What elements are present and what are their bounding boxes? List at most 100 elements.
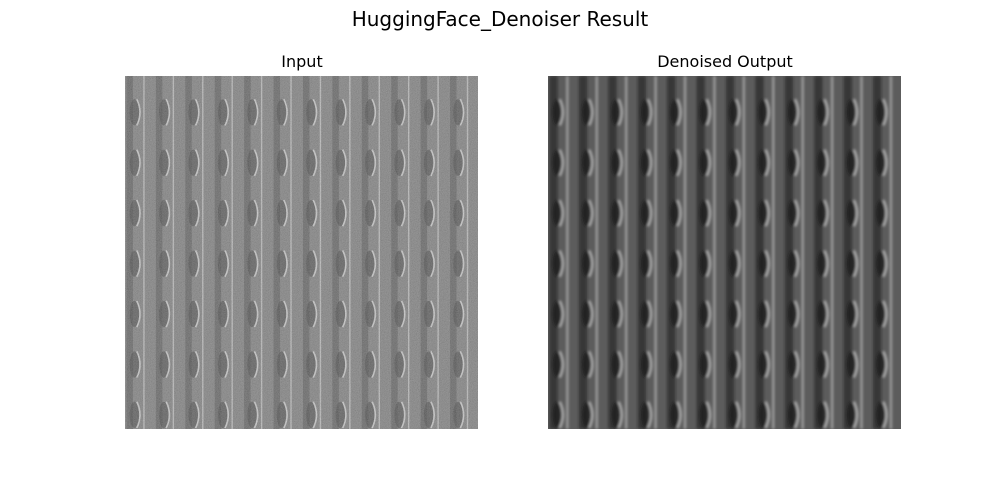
texture-motif-dark <box>876 200 886 227</box>
texture-motif-dark <box>552 300 563 328</box>
texture-motif-dark <box>817 149 827 176</box>
output-motifs <box>552 98 888 429</box>
texture-motif-dark <box>640 99 651 126</box>
texture-motif-arc <box>882 199 888 227</box>
texture-motif-dark <box>640 149 651 176</box>
texture-motif-dark <box>611 300 621 328</box>
texture-motif-arc <box>558 300 565 328</box>
texture-motif-arc <box>705 98 712 126</box>
texture-motif-dark <box>817 351 827 378</box>
texture-motif-arc <box>588 199 594 227</box>
texture-motif-dark <box>846 149 857 176</box>
texture-motif-dark <box>876 351 886 378</box>
texture-motif-arc <box>852 149 859 177</box>
input-image <box>125 76 478 429</box>
texture-motif-dark <box>582 401 592 428</box>
texture-motif-arc <box>558 249 565 278</box>
texture-motif-dark <box>788 300 798 328</box>
texture-motif-arc <box>676 300 682 328</box>
texture-motif-dark <box>758 351 769 378</box>
texture-bright-line <box>713 76 716 429</box>
texture-motif-arc <box>852 98 859 126</box>
figure-title: HuggingFace_Denoiser Result <box>351 7 649 31</box>
denoised-texture <box>548 76 901 429</box>
texture-motif-dark <box>729 401 739 428</box>
texture-motif-dark <box>758 200 769 227</box>
texture-motif-dark <box>817 250 827 277</box>
texture-motif-dark <box>729 149 739 176</box>
texture-motif-arc <box>794 98 800 126</box>
texture-motif-dark <box>846 99 857 126</box>
texture-motif-arc <box>735 149 741 177</box>
texture-motif-arc <box>647 350 653 379</box>
texture-motif-arc <box>764 300 771 328</box>
texture-motif-arc <box>588 249 594 278</box>
texture-motif-dark <box>611 149 621 176</box>
texture-motif-arc <box>764 249 771 278</box>
texture-motif-dark <box>699 99 710 126</box>
texture-motif-arc <box>735 350 741 379</box>
texture-motif-arc <box>852 350 859 379</box>
output-columns <box>549 76 893 429</box>
texture-motif-dark <box>640 200 651 227</box>
texture-motif-dark <box>670 200 680 227</box>
texture-bright-line <box>595 76 598 429</box>
texture-motif-arc <box>676 249 682 278</box>
texture-motif-dark <box>788 401 798 428</box>
texture-motif-arc <box>647 249 653 278</box>
texture-motif-dark <box>699 351 710 378</box>
texture-motif-arc <box>647 300 653 328</box>
texture-motif-arc <box>647 401 653 429</box>
texture-motif-arc <box>588 350 594 379</box>
texture-motif-arc <box>617 300 623 328</box>
texture-motif-dark <box>846 200 857 227</box>
texture-bright-line <box>772 76 775 429</box>
texture-motif-dark <box>552 351 563 378</box>
texture-motif-arc <box>676 149 682 177</box>
texture-motif-arc <box>764 98 771 126</box>
texture-motif-dark <box>640 351 651 378</box>
texture-motif-dark <box>552 200 563 227</box>
texture-motif-arc <box>617 149 623 177</box>
texture-motif-dark <box>552 250 563 277</box>
texture-motif-arc <box>558 149 565 177</box>
texture-motif-dark <box>846 250 857 277</box>
texture-motif-dark <box>876 300 886 328</box>
texture-motif-arc <box>764 149 771 177</box>
texture-bright-line <box>566 76 569 429</box>
texture-motif-arc <box>558 350 565 379</box>
texture-motif-dark <box>640 401 651 428</box>
texture-motif-dark <box>729 99 739 126</box>
texture-motif-arc <box>588 401 594 429</box>
texture-bright-line <box>683 76 687 429</box>
texture-motif-dark <box>788 250 798 277</box>
texture-motif-dark <box>582 300 592 328</box>
texture-motif-dark <box>758 149 769 176</box>
texture-dark-band <box>784 76 794 429</box>
texture-motif-dark <box>876 149 886 176</box>
texture-motif-arc <box>735 249 741 278</box>
texture-motif-dark <box>788 149 798 176</box>
output-base <box>548 76 901 429</box>
texture-motif-dark <box>876 99 886 126</box>
texture-motif-dark <box>817 401 827 428</box>
texture-motif-dark <box>582 149 592 176</box>
texture-dark-band <box>843 76 852 429</box>
texture-motif-arc <box>852 199 859 227</box>
texture-motif-dark <box>729 351 739 378</box>
texture-motif-arc <box>794 401 800 429</box>
texture-motif-dark <box>670 351 680 378</box>
texture-motif-arc <box>647 199 653 227</box>
texture-bright-line <box>830 76 834 429</box>
texture-motif-arc <box>882 149 888 177</box>
texture-motif-arc <box>617 199 623 227</box>
texture-motif-arc <box>676 98 682 126</box>
texture-motif-arc <box>764 199 771 227</box>
texture-motif-arc <box>823 300 829 328</box>
texture-motif-dark <box>699 149 710 176</box>
texture-motif-arc <box>705 199 712 227</box>
texture-motif-arc <box>794 249 800 278</box>
texture-motif-dark <box>729 300 739 328</box>
texture-motif-arc <box>676 350 682 379</box>
output-panel-title: Denoised Output <box>657 52 793 71</box>
